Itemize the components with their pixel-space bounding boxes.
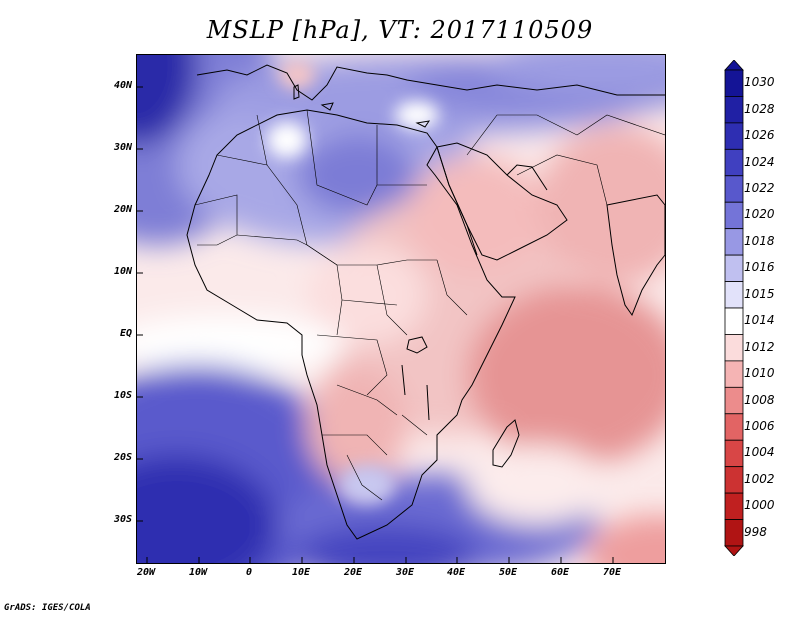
lat-label-30n: 30N xyxy=(113,142,132,153)
colorbar-level-label: 1020 xyxy=(744,207,775,222)
lat-label-20n: 20N xyxy=(113,204,132,215)
colorbar-level-label: 1030 xyxy=(744,75,775,90)
colorbar-top-arrow xyxy=(724,60,744,71)
colorbar-swatch xyxy=(724,466,744,494)
africa-coastline xyxy=(186,109,516,540)
colorbar-swatch xyxy=(724,519,744,547)
lon-label-50e: 50E xyxy=(498,567,518,578)
arabia-coastline xyxy=(436,142,568,261)
colorbar-level-label: 1016 xyxy=(744,260,775,275)
lon-label-20w: 20W xyxy=(136,567,156,578)
colorbar-swatch xyxy=(724,69,744,97)
lon-label-60e: 60E xyxy=(550,567,570,578)
lon-label-10e: 10E xyxy=(291,567,311,578)
lat-label-10s: 10S xyxy=(113,390,132,401)
colorbar-level-label: 1022 xyxy=(744,181,775,195)
lat-label-10n: 10N xyxy=(113,266,132,277)
colorbar-level-label: 1028 xyxy=(744,101,775,116)
colorbar-level-label: 1000 xyxy=(744,498,775,513)
colorbar-swatch xyxy=(724,175,744,203)
colorbar-level-label: 1008 xyxy=(744,392,775,407)
colorbar-swatch xyxy=(724,413,744,441)
colorbar-swatch xyxy=(724,492,744,520)
footer-credit: GrADS: IGES/COLA xyxy=(4,603,91,613)
lon-label-70e: 70E xyxy=(602,567,622,578)
colorbar-swatch xyxy=(724,201,744,230)
colorbar-swatch xyxy=(724,254,744,282)
lat-label-40n: 40N xyxy=(113,80,132,91)
colorbar-swatch xyxy=(724,360,744,388)
colorbar-bottom-arrow xyxy=(724,545,744,556)
colorbar-level-label: 1012 xyxy=(744,339,775,354)
pressure-map xyxy=(137,55,665,563)
map-panel xyxy=(136,54,666,564)
colorbar-swatch xyxy=(724,281,744,309)
lon-label-10w: 10W xyxy=(188,567,208,578)
colorbar-level-label: 998 xyxy=(744,524,767,539)
lon-label-30e: 30E xyxy=(395,567,415,578)
colorbar-swatch xyxy=(724,334,744,362)
pressure-shading xyxy=(137,55,665,563)
country-borders xyxy=(194,109,665,501)
colorbar-level-label: 1018 xyxy=(744,233,775,248)
colorbar-swatch xyxy=(724,307,744,335)
colorbar-swatch xyxy=(724,386,744,415)
lon-label-40e: 40E xyxy=(446,567,466,578)
lon-label-0: 0 xyxy=(245,567,253,578)
colorbar-level-label: 1014 xyxy=(744,313,775,328)
india-coastline xyxy=(606,194,665,317)
colorbar-swatch xyxy=(724,122,744,150)
colorbar-level-label: 1002 xyxy=(744,471,775,486)
colorbar-swatch xyxy=(724,96,744,124)
colorbar-level-label: 1015 xyxy=(744,286,775,301)
colorbar-level-label: 1026 xyxy=(744,128,775,143)
colorbar-swatch xyxy=(724,228,744,256)
lat-label-eq: EQ xyxy=(119,328,132,339)
lat-label-30s: 30S xyxy=(113,514,132,525)
colorbar-level-label: 1024 xyxy=(744,154,775,169)
coastlines xyxy=(186,64,665,540)
pressure-detail xyxy=(267,61,439,505)
colorbar-swatch xyxy=(724,439,744,468)
frame-ticks xyxy=(137,86,614,563)
colorbar xyxy=(724,60,744,556)
colorbar-level-label: 1010 xyxy=(744,366,775,381)
colorbar-level-label: 1006 xyxy=(744,419,775,433)
colorbar-swatch xyxy=(724,148,744,177)
colorbar-level-label: 1004 xyxy=(744,445,775,460)
chart-title: MSLP [hPa], VT: 2017110509 xyxy=(206,16,594,44)
madagascar-coastline xyxy=(492,419,520,468)
lat-label-20s: 20S xyxy=(113,452,132,463)
europe-coastline xyxy=(196,64,665,101)
lon-label-20e: 20E xyxy=(343,567,363,578)
